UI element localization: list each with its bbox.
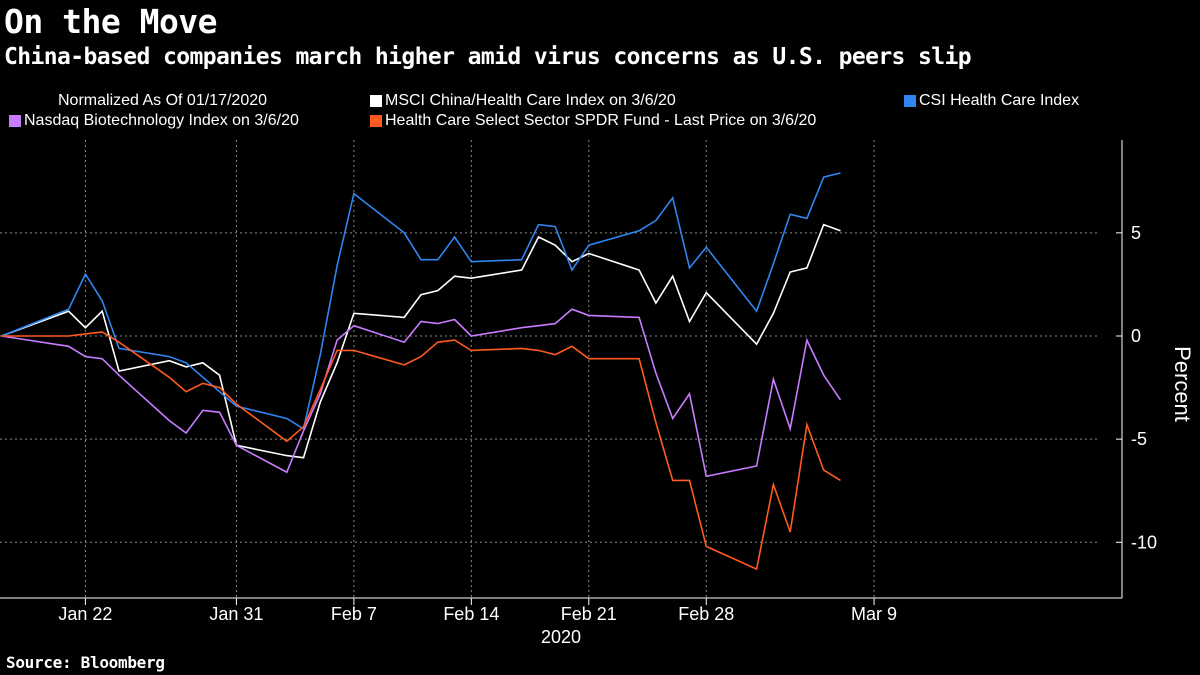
- y-tick-label: 0: [1131, 326, 1141, 346]
- x-tick-label: Jan 22: [58, 604, 112, 624]
- legend-label-nasdaq: Nasdaq Biotechnology Index on 3/6/20: [24, 112, 299, 129]
- y-tick-label: -10: [1131, 532, 1157, 552]
- chart-subtitle: China-based companies march higher amid …: [4, 44, 972, 70]
- legend-label-spdr: Health Care Select Sector SPDR Fund - La…: [385, 112, 817, 129]
- x-tick-label: Feb 28: [678, 604, 734, 624]
- legend-swatch-spdr: [370, 115, 382, 127]
- x-tick-label: Feb 7: [331, 604, 377, 624]
- x-axis-label: 2020: [541, 627, 581, 647]
- y-tick-label: -5: [1131, 429, 1147, 449]
- series-line-msci: [1, 223, 841, 459]
- x-tick-label: Feb 14: [443, 604, 499, 624]
- source-note: Source: Bloomberg: [6, 653, 165, 672]
- legend-note: Normalized As Of 01/17/2020: [58, 92, 268, 109]
- y-axis-label: Percent: [1170, 346, 1195, 422]
- x-tick-label: Feb 21: [561, 604, 617, 624]
- legend-swatch-csi: [904, 95, 916, 107]
- chart-title: On the Move: [4, 2, 218, 41]
- x-tick-label: Mar 9: [851, 604, 897, 624]
- x-tick-label: Jan 31: [209, 604, 263, 624]
- series-line-nasdaq: [1, 308, 842, 478]
- legend-label-csi: CSI Health Care Index: [919, 92, 1080, 109]
- series-line-spdr: [1, 331, 841, 571]
- series-line-csi: [1, 172, 841, 431]
- legend-label-msci: MSCI China/Health Care Index on 3/6/20: [385, 92, 676, 109]
- legend-swatch-nasdaq: [9, 115, 21, 127]
- legend-swatch-msci: [370, 95, 382, 107]
- y-tick-label: 5: [1131, 223, 1141, 243]
